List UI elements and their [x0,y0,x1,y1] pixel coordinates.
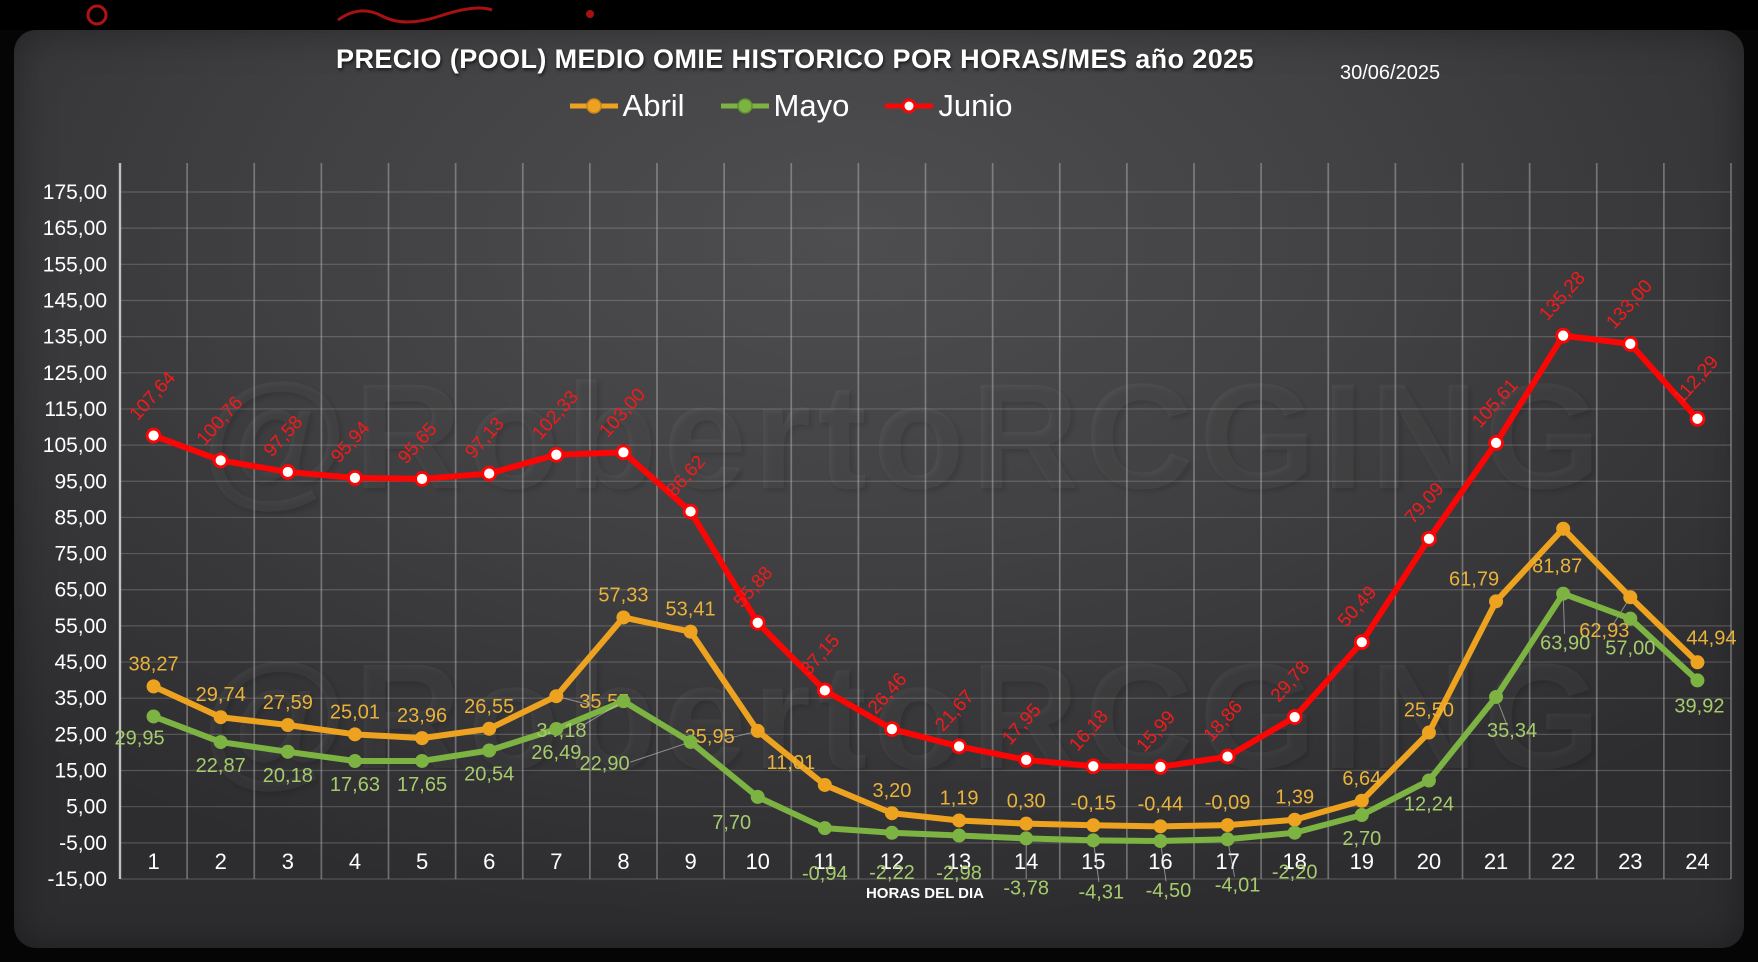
legend-label-abril: Abril [622,88,685,123]
watermark-text: @RobertoRCGING [201,352,1607,520]
watermark-text: @RobertoRCGING [201,632,1607,800]
report-date: 30/06/2025 [1340,62,1441,84]
legend-item-mayo: Mayo [719,88,850,124]
mayo-line-marker-icon [720,98,769,114]
top-strip [0,0,1758,30]
legend-label-mayo: Mayo [773,88,850,123]
legend: Abril Mayo Junio [0,88,1580,124]
abril-line-marker-icon [569,98,618,114]
chart-title: PRECIO (POOL) MEDIO OMIE HISTORICO POR H… [336,44,1254,74]
legend-item-abril: Abril [568,88,685,124]
legend-label-junio: Junio [938,88,1013,123]
junio-line-marker-icon [885,98,934,114]
chart-panel: @RobertoRCGING @RobertoRCGING [14,30,1744,948]
stray-red-marks [86,4,594,26]
legend-item-junio: Junio [883,88,1012,124]
